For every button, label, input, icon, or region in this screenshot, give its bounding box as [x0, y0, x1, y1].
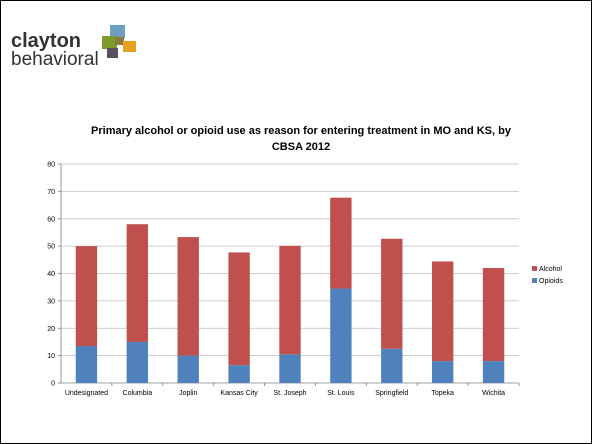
x-tick-label: Springfield [375, 390, 408, 397]
logo-square-purple [107, 48, 118, 58]
x-tick-label: Joplin [179, 390, 197, 397]
chart-title: Primary alcohol or opioid use as reason … [91, 125, 511, 153]
legend-swatch-alcohol [532, 266, 537, 271]
logo-square-blue [110, 25, 125, 38]
y-tick-label: 30 [47, 298, 55, 305]
legend-label-alcohol: Alcohol [539, 266, 562, 273]
bar-opioids-wichita [482, 361, 505, 383]
bar-alcohol-st-joseph [279, 245, 301, 355]
logo-squares-icon [102, 25, 136, 58]
x-tick-label: Columbia [123, 390, 153, 397]
x-tick-label: Kansas City [220, 390, 258, 397]
bar-opioids-st-louis [330, 288, 352, 383]
bar-opioids-topeka [431, 361, 454, 383]
bar-alcohol-springfield [381, 238, 403, 349]
logo-square-green [102, 36, 117, 49]
bar-opioids-springfield [381, 348, 403, 383]
y-tick-label: 50 [47, 244, 55, 251]
logo-square-orange [123, 41, 136, 52]
y-tick-label: 10 [47, 353, 55, 360]
bar-alcohol-wichita [482, 268, 505, 362]
x-tick-label: Wichita [482, 390, 505, 397]
bar-opioids-columbia [126, 341, 149, 383]
x-tick-label: St. Louis [327, 390, 355, 397]
bar-alcohol-topeka [431, 261, 454, 362]
bar-opioids-joplin [177, 355, 199, 383]
y-tick-label: 0 [51, 381, 55, 388]
bar-alcohol-joplin [177, 237, 199, 356]
x-tick-label: Topeka [431, 390, 454, 397]
logo-word-behavioral: behavioral [11, 49, 99, 70]
bar-opioids-kansas-city [228, 365, 250, 383]
bar-alcohol-kansas-city [228, 252, 250, 366]
x-tick-label: Undesignated [65, 390, 108, 397]
y-tick-label: 20 [47, 326, 55, 333]
x-tick-label: St. Joseph [273, 390, 306, 397]
bar-opioids-st-joseph [279, 354, 301, 383]
logo-word-clayton: clayton [11, 30, 82, 52]
y-tick-label: 40 [47, 271, 55, 278]
y-tick-label: 60 [47, 216, 55, 223]
y-tick-label: 80 [47, 162, 55, 169]
bar-opioids-undesignated [75, 346, 98, 383]
bar-alcohol-undesignated [75, 246, 98, 347]
legend-swatch-opioids [532, 278, 537, 283]
legend-label-opioids: Opioids [539, 278, 563, 285]
bar-alcohol-columbia [126, 224, 149, 342]
bar-alcohol-st-louis [330, 197, 352, 289]
clayton-behavioral-logo: clayton behavioral [11, 24, 146, 84]
y-tick-label: 70 [47, 189, 55, 196]
logo-square-brown [115, 37, 124, 45]
